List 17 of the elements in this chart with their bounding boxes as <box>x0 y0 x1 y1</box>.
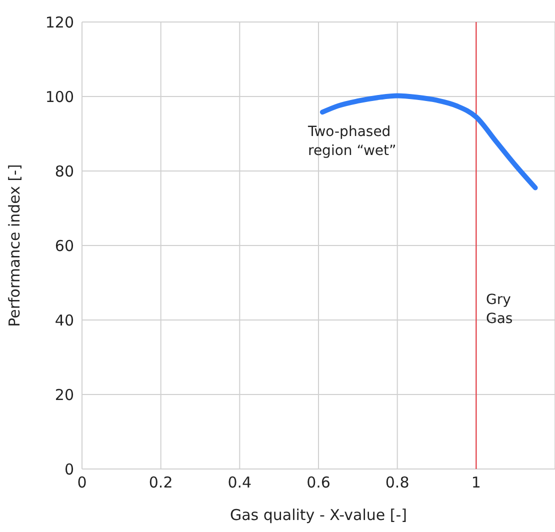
x-tick-label: 0.4 <box>228 474 252 492</box>
x-axis-title: Gas quality - X-value [-] <box>230 506 408 524</box>
x-tick-label: 0.2 <box>148 474 173 492</box>
x-tick-label: 0 <box>77 474 87 492</box>
y-tick-label: 20 <box>54 386 74 404</box>
x-tick-label: 0.6 <box>306 474 330 492</box>
y-tick-label: 120 <box>45 13 74 32</box>
y-tick-label: 80 <box>54 162 74 180</box>
annotation: Gry Gas <box>486 292 513 327</box>
x-tick-label: 1 <box>471 474 481 492</box>
y-tick-label: 0 <box>64 460 74 478</box>
y-tick-label: 100 <box>45 88 74 106</box>
annotation: Two-phased region “wet” <box>307 124 396 159</box>
y-tick-label: 40 <box>54 311 74 330</box>
x-tick-label: 0.8 <box>385 474 410 492</box>
y-axis-title: Performance index [-] <box>5 164 24 327</box>
y-tick-label: 60 <box>54 236 74 255</box>
